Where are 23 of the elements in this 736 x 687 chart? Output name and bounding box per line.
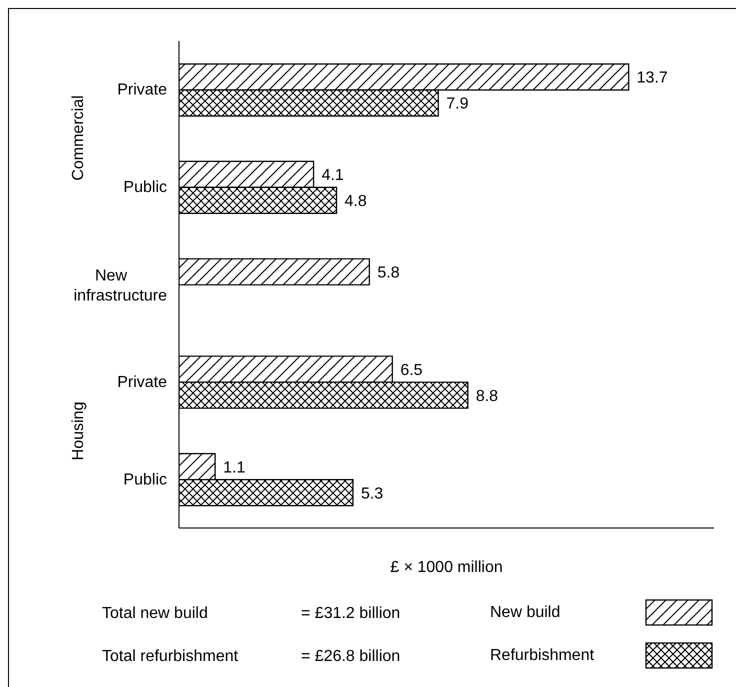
y-tick-label: Public (123, 471, 167, 488)
x-axis-title: £ × 1000 million (390, 559, 503, 576)
text: Total refurbishment (102, 648, 238, 666)
data-label: 5.8 (377, 264, 400, 282)
y-tick-label: New infrastructure (74, 268, 168, 304)
text: = £31.2 billion (301, 605, 400, 623)
data-label: 13.7 (636, 70, 668, 87)
text: Total new build (102, 605, 208, 623)
text: New build (490, 604, 562, 622)
text: Commercial (70, 96, 88, 182)
data-label: 6.5 (400, 362, 423, 379)
text: Housing (70, 401, 88, 460)
data-label: 8.8 (476, 388, 498, 405)
y-tick-label: Private (117, 374, 168, 391)
text: = £26.8 billion (301, 648, 400, 666)
data-label: 5.3 (360, 485, 384, 502)
data-label: 4.8 (344, 193, 367, 210)
text: Refurbishment (490, 646, 596, 664)
y-tick-label: Private (117, 82, 168, 99)
y-tick-label: Public (123, 179, 167, 196)
data-label: 1.1 (223, 459, 246, 476)
data-label: 4.1 (322, 167, 344, 184)
data-label: 7.9 (446, 96, 469, 113)
